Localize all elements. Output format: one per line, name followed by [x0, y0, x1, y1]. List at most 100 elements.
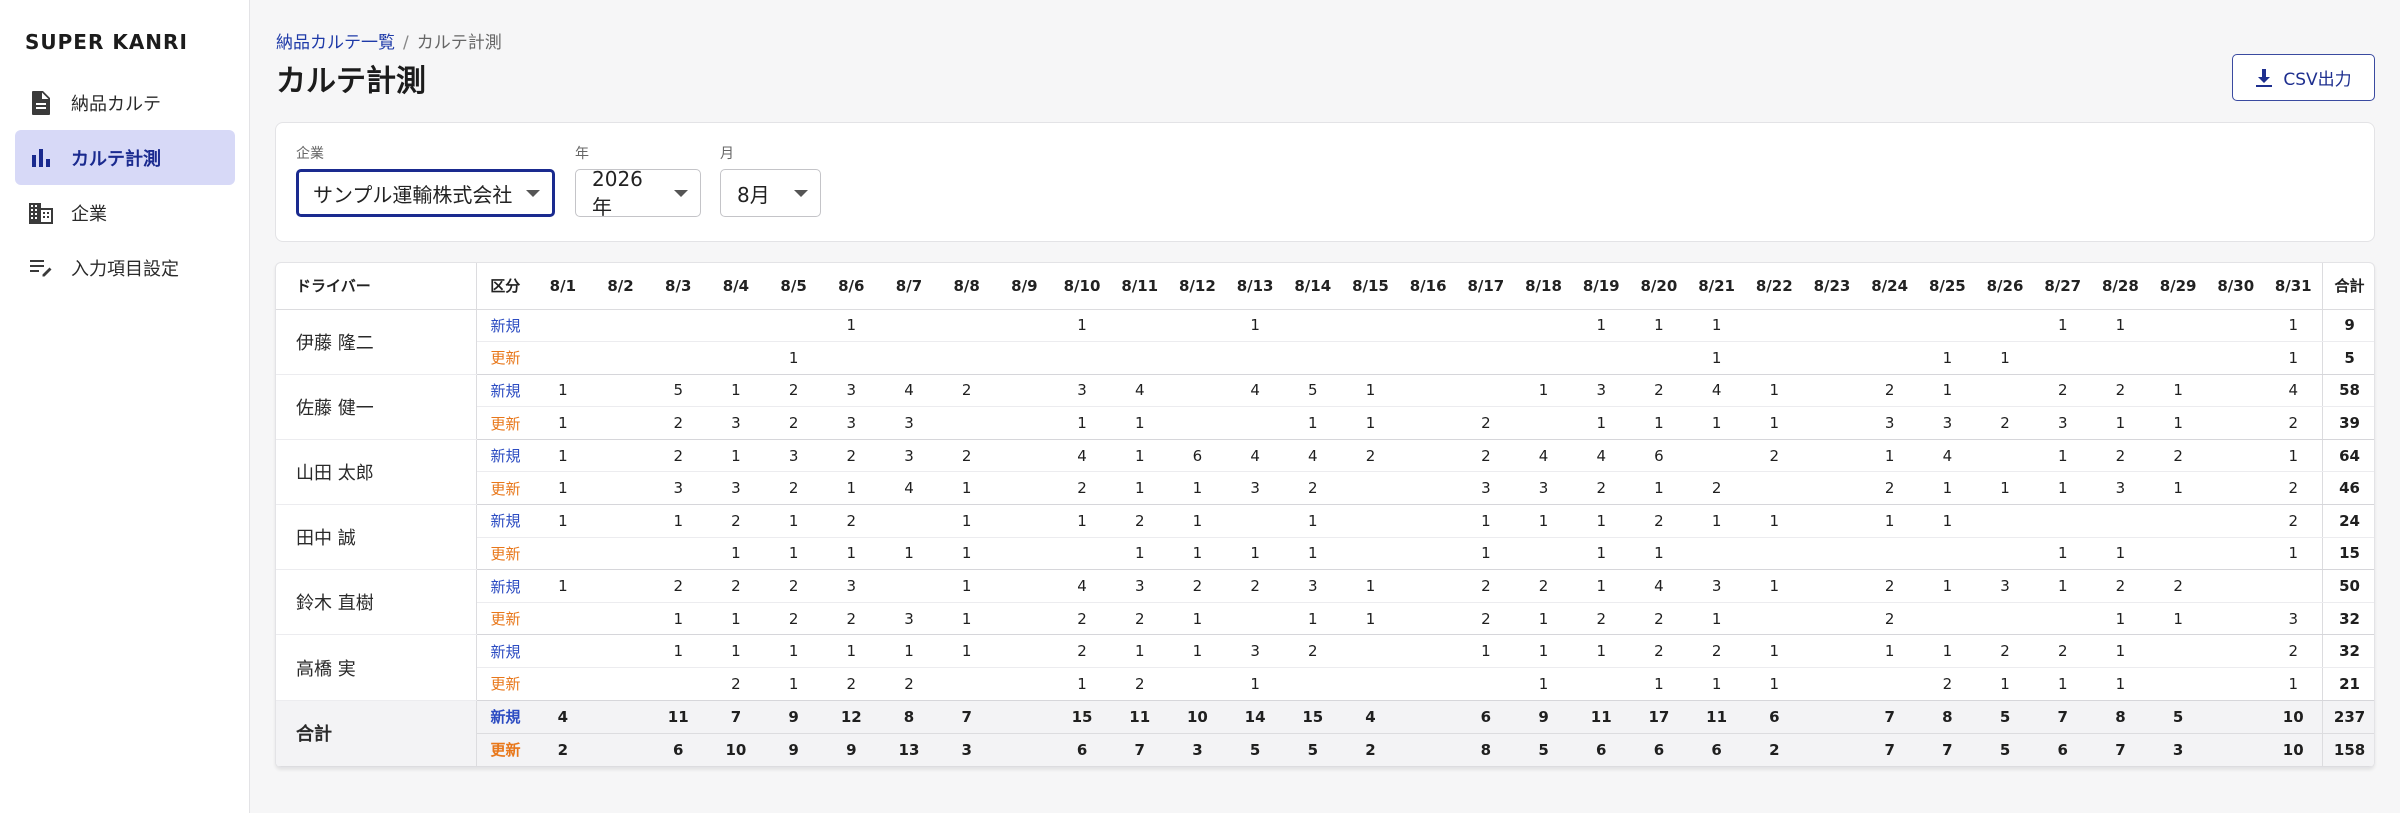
day-count-cell: 1 — [649, 602, 708, 636]
day-count-cell: 6 — [2033, 733, 2092, 767]
kubun-update-label: 更新 — [476, 341, 534, 375]
day-count-cell: 1 — [707, 537, 765, 571]
day-count-cell: 2 — [1457, 602, 1515, 636]
day-count-cell — [822, 341, 881, 375]
day-count-cell: 4 — [1226, 439, 1284, 473]
day-count-cell: 2 — [1860, 471, 1919, 506]
day-count-cell: 1 — [2033, 471, 2092, 506]
day-count-cell: 1 — [1860, 504, 1919, 538]
breadcrumb-link[interactable]: 納品カルテ一覧 — [276, 33, 395, 53]
table-row: 更新 1 3 3 2 1 4 1 2 1 1 3 2 3 3 2 1 2 2 1 1 1 3 1 2 46 — [276, 471, 2374, 506]
day-column-header: 8/5 — [764, 263, 823, 310]
sidebar-item-input-settings[interactable]: 入力項目設定 — [15, 240, 235, 295]
day-count-cell: 1 — [649, 634, 708, 669]
measure-table: ドライバー 区分 8/1 8/2 8/3 8/4 8/5 8/6 8/7 8/8 8/9 8/10 8/… — [276, 263, 2374, 767]
sidebar-item-karte-measure[interactable]: カルテ計測 — [15, 130, 235, 185]
day-count-cell: 1 — [1514, 504, 1573, 538]
day-count-cell — [1803, 504, 1861, 538]
day-count-cell — [591, 309, 650, 343]
day-count-cell: 3 — [880, 406, 938, 440]
month-select[interactable]: 8月 — [720, 169, 821, 217]
day-count-cell: 1 — [1745, 634, 1804, 669]
day-count-cell — [1976, 374, 2034, 408]
day-count-cell — [1745, 309, 1804, 343]
sidebar-item-label: 納品カルテ — [71, 93, 161, 115]
day-count-cell: 1 — [2091, 537, 2150, 571]
day-count-cell: 1 — [1745, 406, 1804, 440]
day-count-cell — [1341, 504, 1400, 538]
day-count-cell: 2 — [1457, 406, 1515, 440]
day-count-cell — [1399, 439, 1457, 473]
day-count-cell — [1399, 537, 1457, 571]
day-count-cell — [1803, 439, 1861, 473]
day-column-header: 8/25 — [1918, 263, 1977, 310]
day-count-cell: 2 — [1630, 504, 1688, 538]
kubun-update-label: 更新 — [476, 471, 534, 506]
day-count-cell: 2 — [1630, 634, 1688, 669]
day-count-cell: 2 — [1514, 569, 1573, 603]
table-header-row: ドライバー 区分 8/1 8/2 8/3 8/4 8/5 8/6 8/7 8/8 8/9 8/10 8/… — [276, 263, 2374, 310]
sidebar-item-label: カルテ計測 — [71, 148, 161, 170]
day-count-cell — [995, 406, 1054, 440]
day-count-cell — [591, 374, 650, 408]
day-count-cell: 3 — [764, 439, 823, 473]
day-count-cell: 2 — [2264, 471, 2323, 506]
table-row: 山田 太郎 新規 1 2 1 3 2 3 2 4 1 6 4 4 2 2 4 4 6 2 1 4 1 2 2 1 64 — [276, 439, 2374, 506]
day-count-cell — [1399, 667, 1457, 701]
day-count-cell: 2 — [1976, 406, 2034, 440]
day-count-cell — [1514, 537, 1573, 571]
day-count-cell — [534, 537, 592, 571]
day-count-cell — [1168, 374, 1227, 408]
day-count-cell: 1 — [2264, 537, 2323, 571]
day-count-cell — [937, 309, 996, 343]
day-count-cell — [2206, 374, 2265, 408]
driver-name: 佐藤 健一 — [276, 374, 477, 440]
day-count-cell: 2 — [822, 667, 881, 701]
day-count-cell — [2206, 439, 2265, 473]
company-select[interactable]: サンプル運輸株式会社 — [296, 169, 555, 217]
day-count-cell: 1 — [1687, 406, 1746, 440]
sidebar-item-delivery-karte[interactable]: 納品カルテ — [15, 75, 235, 130]
day-count-cell: 1 — [534, 406, 592, 440]
csv-export-button[interactable]: CSV出力 — [2232, 54, 2375, 101]
day-count-cell — [649, 309, 708, 343]
day-count-cell: 1 — [1918, 341, 1977, 375]
day-count-cell: 6 — [1630, 733, 1688, 767]
day-count-cell: 1 — [937, 634, 996, 669]
day-count-cell: 1 — [1514, 374, 1573, 408]
csv-export-label: CSV出力 — [2283, 70, 2352, 90]
year-select[interactable]: 2026年 — [575, 167, 701, 219]
kubun-new-label: 新規 — [476, 569, 534, 603]
day-column-header: 8/12 — [1168, 263, 1227, 310]
day-count-cell — [1283, 341, 1342, 375]
day-count-cell: 4 — [2264, 374, 2323, 408]
sidebar-item-label: 入力項目設定 — [71, 258, 179, 280]
day-count-cell: 1 — [1918, 471, 1977, 506]
day-count-cell: 1 — [764, 537, 823, 571]
day-count-cell: 4 — [1053, 569, 1111, 603]
day-column-header: 8/21 — [1687, 263, 1746, 310]
day-count-cell: 1 — [1053, 309, 1111, 343]
day-count-cell: 1 — [1918, 569, 1977, 603]
day-count-cell — [995, 569, 1054, 603]
day-count-cell: 2 — [1053, 634, 1111, 669]
day-count-cell: 10 — [1168, 699, 1227, 734]
day-count-cell: 2 — [822, 602, 881, 636]
table-row: 佐藤 健一 新規 1 5 1 2 3 4 2 3 4 4 5 1 1 3 2 4 1 2 1 2 2 1 4 58 — [276, 374, 2374, 440]
sidebar-item-company[interactable]: 企業 — [15, 185, 235, 240]
day-count-cell: 15 — [1283, 699, 1342, 734]
day-count-cell — [591, 341, 650, 375]
day-count-cell — [1399, 309, 1457, 343]
kubun-new-label: 新規 — [476, 374, 534, 408]
day-count-cell — [1514, 309, 1573, 343]
day-count-cell: 2 — [1457, 569, 1515, 603]
day-count-cell: 6 — [1168, 439, 1227, 473]
day-count-cell: 2 — [1860, 374, 1919, 408]
month-select-value: 8月 — [737, 182, 770, 207]
company-select-value: サンプル運輸株式会社 — [313, 182, 513, 207]
day-count-cell — [880, 569, 938, 603]
day-count-cell: 1 — [1283, 406, 1342, 440]
row-total-cell: 15 — [2321, 537, 2374, 571]
day-count-cell — [995, 667, 1054, 701]
company-label: 企業 — [296, 146, 324, 162]
